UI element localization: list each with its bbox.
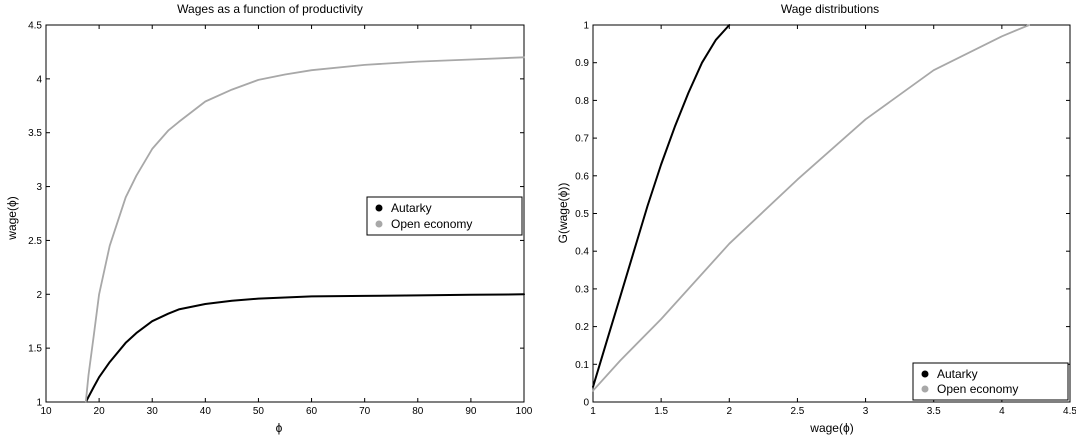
right-series-layer: [592, 24, 1030, 392]
right-x-tick-label: 3.5: [927, 406, 941, 417]
left-chart-title: Wages as a function of productivity: [177, 2, 363, 16]
right-legend-label-autarky: Autarky: [937, 367, 978, 381]
right-x-ticks: 1 1.5 2 2.5 3 3.5 4 4.5: [590, 25, 1076, 417]
right-x-tick-label: 3: [863, 406, 869, 417]
right-legend-marker-autarky: [921, 370, 929, 378]
right-y-tick-label: 0.8: [575, 96, 589, 107]
right-series-autarky: [592, 24, 731, 388]
left-y-tick-label: 2: [36, 290, 42, 301]
right-y-tick-label: 0.4: [575, 247, 589, 258]
right-chart-xlabel: wage(ϕ): [809, 421, 853, 435]
right-y-tick-label: 0.7: [575, 134, 589, 145]
right-y-ticks: 0 0.1 0.2 0.3 0.4 0.5 0.6 0.7 0.8 0.9 1: [575, 21, 1070, 409]
left-series-open-economy: [84, 56, 525, 403]
left-x-tick-label: 70: [359, 406, 371, 417]
right-y-tick-label: 0.5: [575, 209, 589, 220]
left-x-tick-label: 100: [516, 406, 533, 417]
right-y-tick-label: 0.3: [575, 284, 589, 295]
right-legend-box: [912, 362, 1069, 401]
right-y-tick-label: 1: [583, 21, 589, 32]
right-y-tick-label: 0.2: [575, 322, 589, 333]
left-x-tick-label: 20: [94, 406, 106, 417]
right-legend: Autarky Open economy: [912, 362, 1069, 401]
left-legend-marker-open-economy: [375, 220, 383, 228]
right-series-open-economy: [592, 24, 1030, 392]
left-legend-box: [366, 196, 523, 236]
left-series-autarky: [84, 293, 525, 403]
right-x-tick-label: 2: [727, 406, 733, 417]
left-legend-marker-autarky: [375, 204, 383, 212]
left-x-tick-label: 80: [412, 406, 424, 417]
left-y-tick-label: 3: [36, 182, 42, 193]
left-x-tick-label: 10: [40, 406, 52, 417]
right-legend-label-open-economy: Open economy: [937, 382, 1018, 396]
right-x-tick-label: 2.5: [790, 406, 804, 417]
right-x-tick-label: 4.5: [1063, 406, 1076, 417]
left-chart-panel: Wages as a function of productivity ϕ wa…: [5, 2, 533, 435]
left-chart-xlabel: ϕ: [276, 421, 283, 435]
left-series-layer: [84, 56, 525, 403]
left-chart-ylabel: wage(ϕ): [5, 196, 19, 240]
left-x-tick-label: 40: [200, 406, 212, 417]
left-legend-label-open-economy: Open economy: [391, 217, 472, 231]
left-legend: Autarky Open economy: [366, 196, 523, 236]
left-y-tick-label: 1: [36, 398, 42, 409]
right-x-tick-label: 1.5: [654, 406, 668, 417]
left-y-tick-label: 1.5: [28, 344, 42, 355]
right-y-tick-label: 0.1: [575, 360, 589, 371]
left-y-ticks: 1 1.5 2 2.5 3 3.5 4 4.5: [28, 21, 524, 409]
right-plot-area: [592, 24, 1071, 403]
right-chart-ylabel: G(wage(ϕ)): [556, 183, 570, 244]
left-y-tick-label: 3.5: [28, 128, 42, 139]
right-chart-title: Wage distributions: [781, 2, 879, 16]
left-y-tick-label: 4: [36, 74, 42, 85]
right-x-tick-label: 4: [999, 406, 1005, 417]
right-legend-marker-open-economy: [921, 385, 929, 393]
left-x-tick-label: 60: [306, 406, 318, 417]
left-y-tick-label: 4.5: [28, 21, 42, 32]
right-y-tick-label: 0.9: [575, 58, 589, 69]
left-x-tick-label: 90: [465, 406, 477, 417]
left-x-tick-label: 30: [147, 406, 159, 417]
right-y-tick-label: 0: [583, 398, 589, 409]
left-x-ticks: 10 20 30 40 50 60 70 80 90 100: [40, 25, 533, 417]
left-x-tick-label: 50: [253, 406, 265, 417]
right-x-tick-label: 1: [590, 406, 596, 417]
left-legend-label-autarky: Autarky: [391, 201, 432, 215]
right-y-tick-label: 0.6: [575, 171, 589, 182]
left-y-tick-label: 2.5: [28, 236, 42, 247]
